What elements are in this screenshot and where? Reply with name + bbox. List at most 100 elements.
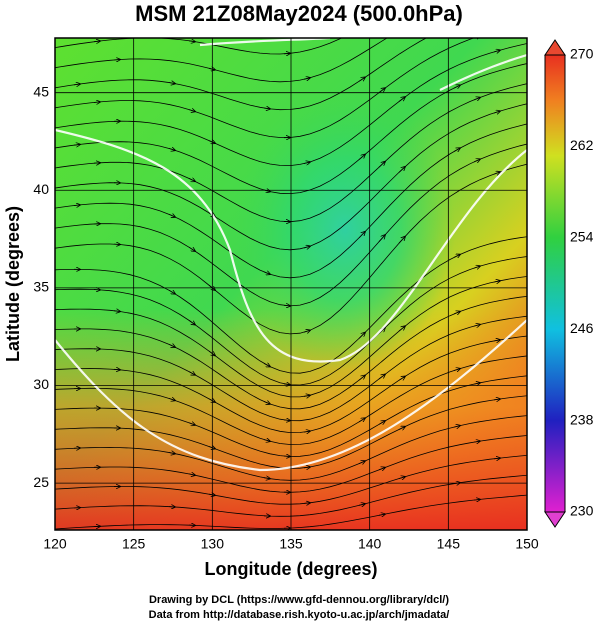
x-tick-label: 145 [437,536,461,552]
flow-arrow [493,340,500,341]
flow-arrow [303,467,310,468]
streamline [55,103,527,251]
flow-arrow [283,420,290,421]
x-tick-label: 150 [515,536,539,552]
flow-arrow [188,246,195,251]
flow-arrow [378,235,385,242]
flow-arrow [263,108,270,109]
flow-arrow [283,53,290,54]
streamline [55,276,527,398]
flow-arrow [358,232,365,239]
flow-arrow [168,398,175,400]
flow-arrow [398,97,405,102]
x-tick-label: 135 [279,536,303,552]
flow-arrow [303,330,310,332]
colorbar-tick-label: 230 [570,503,594,519]
flow-arrow [473,383,480,384]
colorbar-tick-label: 238 [570,411,594,427]
title: MSM 21Z08May2024 (500.0hPa) [135,1,463,26]
footer-line: Drawing by DCL (https://www.gfd-dennou.o… [149,594,449,606]
flow-arrow [263,402,270,405]
y-tick-label: 35 [33,279,49,295]
flow-arrow [493,399,500,400]
flow-arrow [398,477,405,479]
flow-arrow [398,237,405,244]
flow-arrow [493,172,500,174]
flow-arrow [493,281,500,282]
y-tick-label: 25 [33,474,49,490]
flow-arrow [378,514,385,515]
flow-arrow [168,453,175,454]
flow-arrow [453,426,460,428]
flow-arrow [303,431,310,432]
flow-arrow [378,468,385,470]
field [55,24,527,530]
flow-arrow [303,246,310,248]
flow-arrow [73,144,80,145]
flow-arrow [188,423,195,425]
flow-arrow [493,111,500,113]
flow-arrow [283,305,290,306]
flow-arrow [378,374,385,380]
flow-arrow [168,290,175,294]
flow-arrow [263,478,270,479]
flow-arrow [473,325,480,327]
flow-arrow [358,155,365,160]
flow-arrow [263,440,270,442]
flow-arrow [303,78,310,80]
x-axis-label: Longitude (degrees) [204,559,377,579]
colorbar-tick-label: 254 [570,229,594,245]
flow-arrow [188,474,195,475]
flow-arrow [473,159,480,162]
x-tick-label: 130 [201,536,225,552]
plot-frame [54,37,528,531]
colorbar-tick-label: 246 [570,320,594,336]
flow-arrow [398,167,405,173]
flow-arrow [473,266,480,268]
flow-arrow [188,178,195,181]
flow-arrow [453,148,460,151]
flow-arrow [188,110,195,112]
flow-arrow [378,421,385,425]
flow-arrow [74,24,80,25]
colorbar-tick-label: 262 [570,137,594,153]
flow-arrow [93,41,100,42]
y-tick-label: 40 [33,181,49,197]
flow-arrow [358,333,365,339]
flow-arrow [188,320,195,324]
footer-line: Data from http://database.rish.kyoto-u.a… [149,609,450,621]
flow-arrow [303,395,310,396]
flow-arrow [473,98,480,100]
flow-arrow [113,369,120,370]
x-tick-label: 125 [122,536,146,552]
flow-arrow [398,427,405,430]
flow-arrow [73,84,80,85]
flow-arrow [493,50,500,52]
flow-arrow [453,255,460,258]
x-tick-label: 140 [358,536,382,552]
flow-arrow [303,162,310,164]
flow-arrow [188,372,195,375]
flow-arrow [399,27,405,31]
streamline [55,38,428,111]
flow-arrow [358,77,365,82]
flow-arrow [473,441,480,442]
flow-arrow [283,384,290,385]
flow-arrow [358,418,365,422]
flow-arrow [263,363,270,366]
flow-arrow [168,344,175,347]
flow-arrow [358,504,365,506]
flow-arrow [168,214,175,217]
streamline [55,43,527,167]
flow-arrow [303,503,310,504]
flow-arrow [453,312,460,314]
streamline [55,454,527,505]
streamline [55,335,527,434]
flow-arrow [398,376,405,381]
flow-arrow [473,499,480,500]
x-tick-label: 120 [43,536,67,552]
flow-arrow [398,326,405,332]
streamline [55,163,527,335]
flow-arrow [358,375,365,381]
